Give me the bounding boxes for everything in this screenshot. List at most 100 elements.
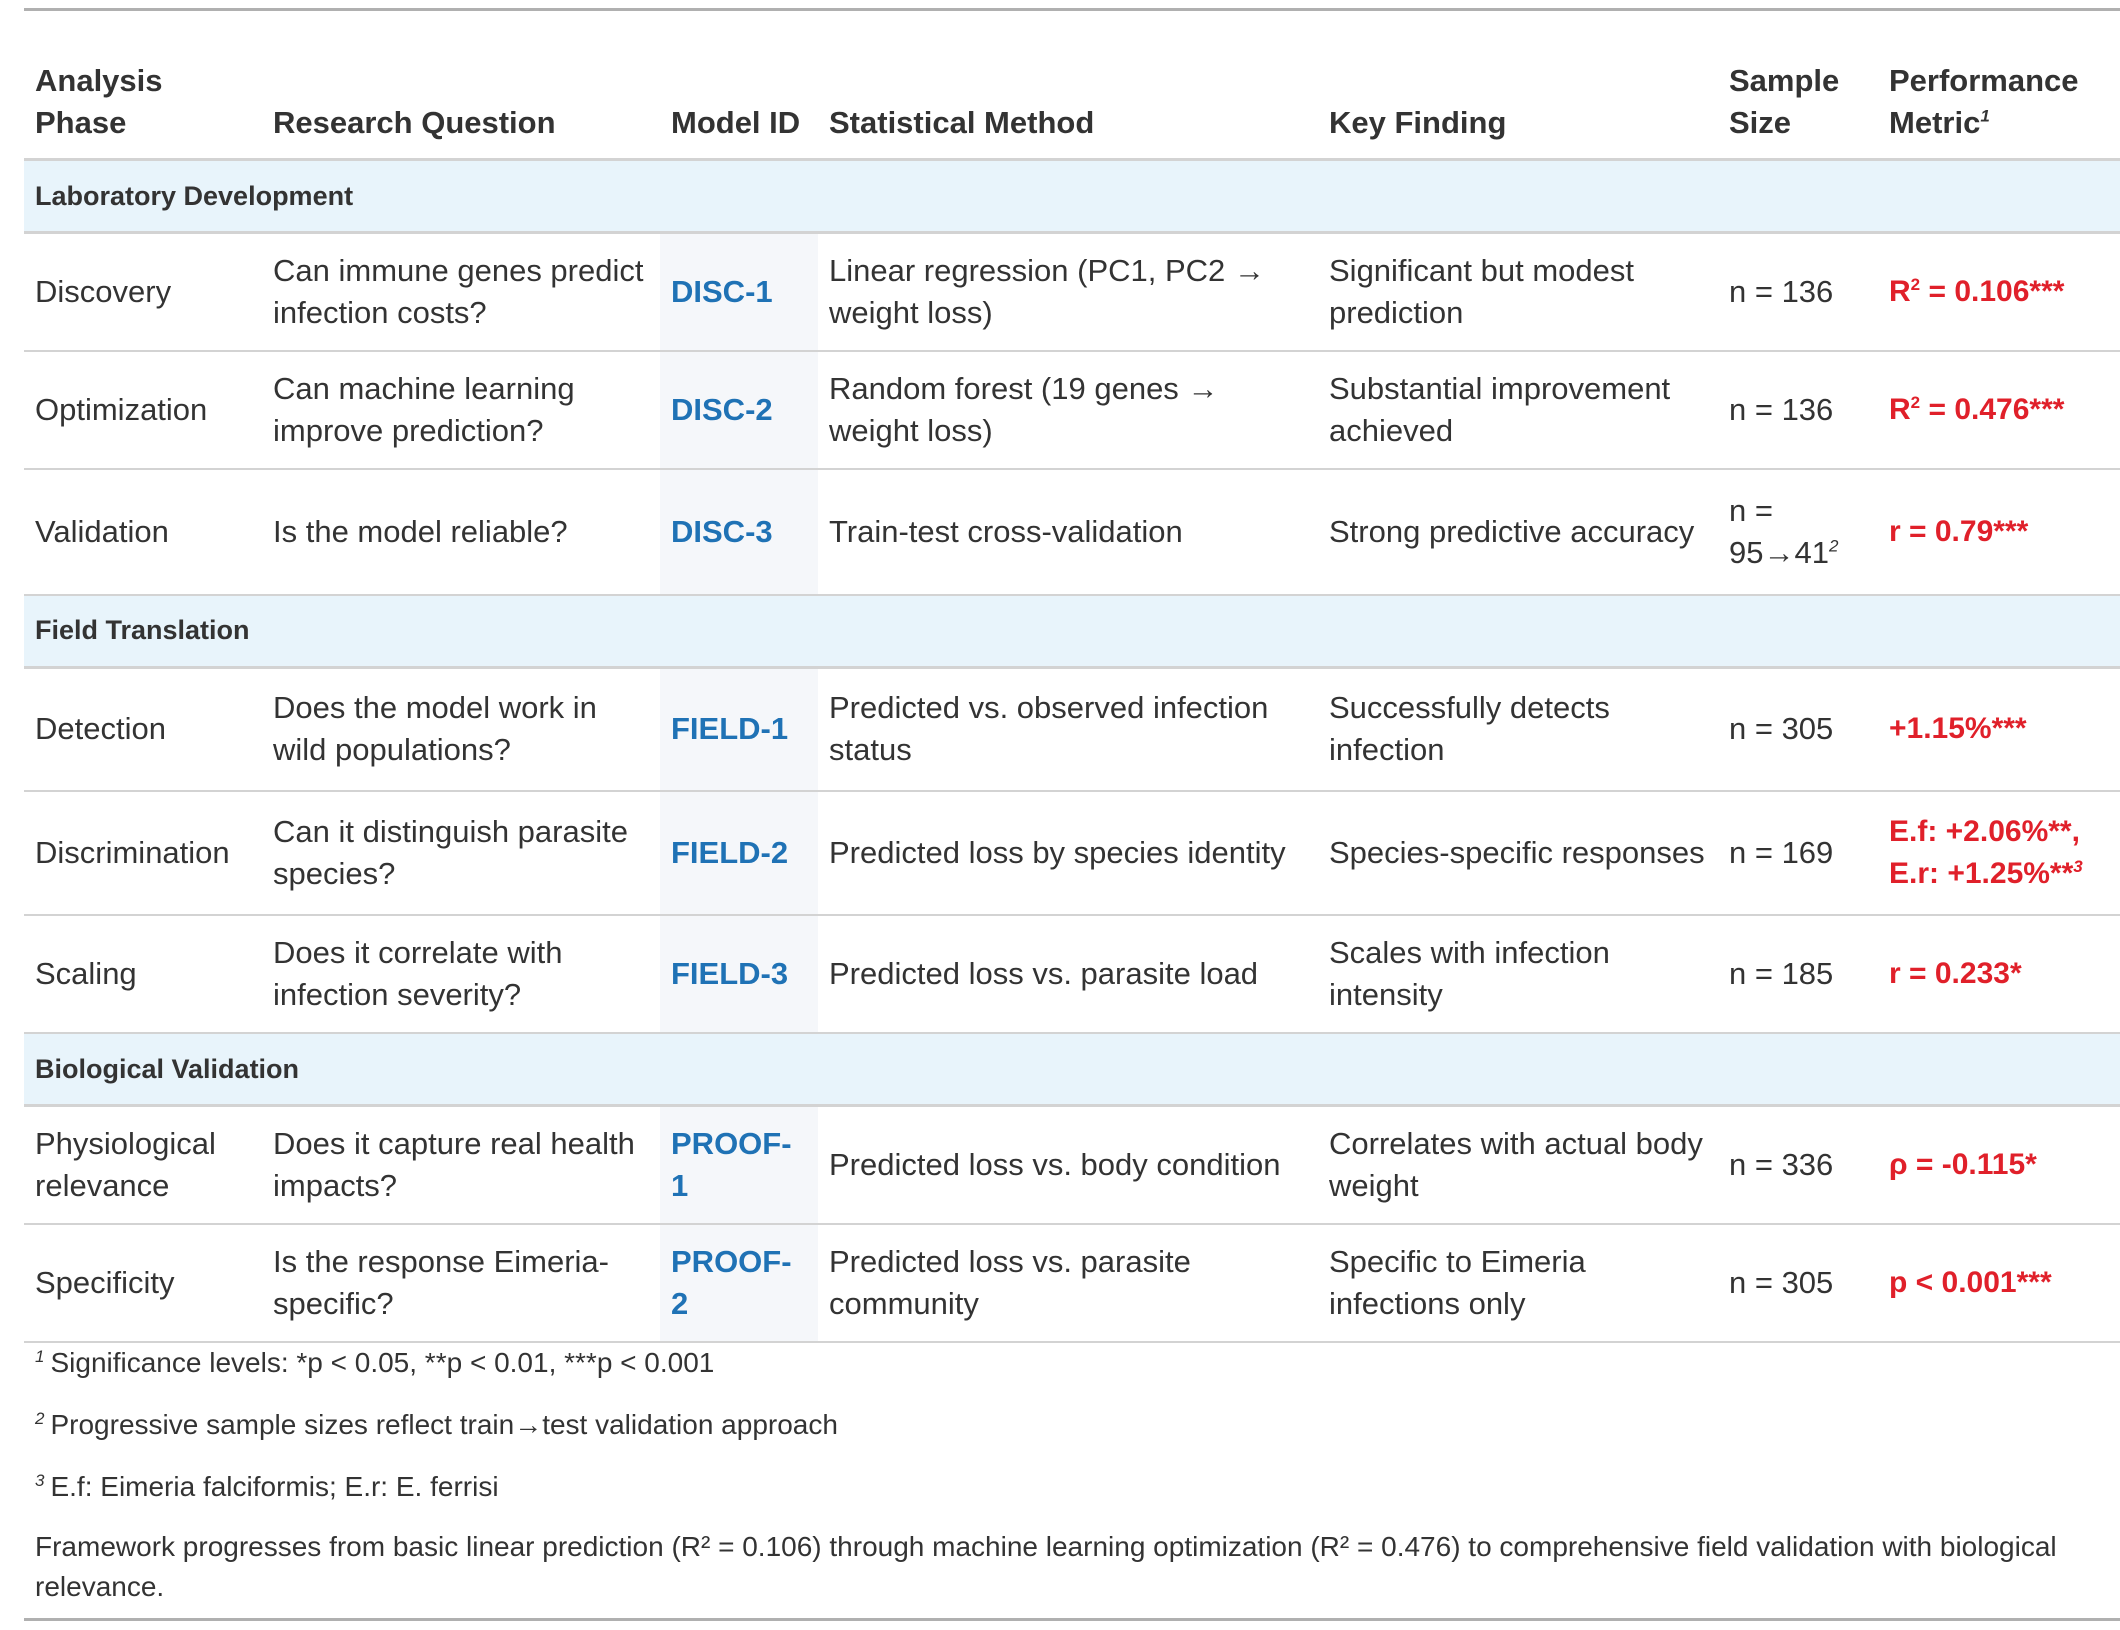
cell-analysis-phase: Validation bbox=[24, 468, 262, 596]
header-sample-size: Sample Size bbox=[1718, 24, 1878, 161]
top-rule bbox=[24, 8, 2120, 11]
cell-performance-metric: r = 0.233* bbox=[1878, 915, 2120, 1034]
cell-model-id: FIELD-1 bbox=[660, 667, 818, 792]
cell-statistical-method: Predicted vs. observed infection status bbox=[818, 667, 1318, 792]
table-row: Optimization Can machine learning improve… bbox=[24, 350, 2120, 470]
cell-research-question: Can immune genes predict infection costs… bbox=[262, 232, 660, 352]
cell-key-finding: Specific to Eimeria infections only bbox=[1318, 1223, 1718, 1343]
cell-statistical-method: Predicted loss vs. parasite community bbox=[818, 1223, 1318, 1343]
metric-footnote-mark: 3 bbox=[2073, 857, 2083, 876]
metric-value: R bbox=[1889, 392, 1911, 426]
header-analysis-phase: Analysis Phase bbox=[24, 24, 262, 161]
cell-statistical-method: Predicted loss vs. body condition bbox=[818, 1105, 1318, 1225]
cell-model-id: PROOF-1 bbox=[660, 1105, 818, 1225]
table-row: Specificity Is the response Eimeria-speci… bbox=[24, 1223, 2120, 1343]
cell-key-finding: Species-specific responses bbox=[1318, 791, 1718, 916]
header-metric-footnote-mark: 1 bbox=[1980, 106, 1990, 126]
cell-key-finding: Strong predictive accuracy bbox=[1318, 468, 1718, 596]
group-label: Laboratory Development bbox=[24, 159, 2120, 234]
cell-analysis-phase: Physiological relevance bbox=[24, 1105, 262, 1225]
cell-research-question: Does the model work in wild populations? bbox=[262, 667, 660, 792]
metric-value: r = 0.79*** bbox=[1889, 514, 2029, 548]
table-note: Framework progresses from basic linear p… bbox=[35, 1531, 2057, 1602]
table-row: Validation Is the model reliable? DISC-3 Tr… bbox=[24, 468, 2120, 596]
cell-analysis-phase: Specificity bbox=[24, 1223, 262, 1343]
cell-key-finding: Scales with infection intensity bbox=[1318, 915, 1718, 1034]
cell-key-finding: Substantial improvement achieved bbox=[1318, 350, 1718, 470]
header-row: Analysis Phase Research Question Model I… bbox=[24, 24, 2120, 161]
header-key-finding: Key Finding bbox=[1318, 24, 1718, 161]
footnote-3: 3 E.f: Eimeria falciformis; E.r: E. ferri… bbox=[35, 1467, 2105, 1529]
cell-model-id: DISC-3 bbox=[660, 468, 818, 596]
cell-sample-size: n = 136 bbox=[1718, 232, 1878, 352]
header-research-question: Research Question bbox=[262, 24, 660, 161]
header-statistical-method: Statistical Method bbox=[818, 24, 1318, 161]
cell-performance-metric: R2 = 0.476*** bbox=[1878, 350, 2120, 470]
cell-performance-metric: +1.15%*** bbox=[1878, 667, 2120, 792]
cell-model-id: FIELD-3 bbox=[660, 915, 818, 1034]
cell-model-id: PROOF-2 bbox=[660, 1223, 818, 1343]
sample-size-value: n = 169 bbox=[1729, 835, 1834, 870]
cell-sample-size: n = 95→412 bbox=[1718, 468, 1878, 596]
cell-analysis-phase: Discrimination bbox=[24, 791, 262, 916]
cell-statistical-method: Random forest (19 genes → weight loss) bbox=[818, 350, 1318, 470]
cell-statistical-method: Predicted loss vs. parasite load bbox=[818, 915, 1318, 1034]
sample-size-value: n = 95→41 bbox=[1729, 492, 1829, 570]
footnote-1: 1 Significance levels: *p < 0.05, **p < 0… bbox=[35, 1343, 2105, 1405]
group-label: Biological Validation bbox=[24, 1033, 2120, 1107]
sample-footnote-mark: 2 bbox=[1828, 536, 1839, 556]
footnote-text: Progressive sample sizes reflect train→t… bbox=[50, 1409, 838, 1440]
sample-size-value: n = 336 bbox=[1729, 1146, 1834, 1182]
cell-model-id: FIELD-2 bbox=[660, 791, 818, 916]
cell-performance-metric: E.f: +2.06%**, E.r: +1.25%**3 bbox=[1878, 791, 2120, 916]
cell-statistical-method: Train-test cross-validation bbox=[818, 468, 1318, 596]
cell-analysis-phase: Scaling bbox=[24, 915, 262, 1034]
cell-performance-metric: r = 0.79*** bbox=[1878, 468, 2120, 596]
metric-value-rest: = 0.106*** bbox=[1920, 274, 2065, 308]
cell-key-finding: Significant but modest prediction bbox=[1318, 232, 1718, 352]
table-row: Discrimination Can it distinguish parasit… bbox=[24, 791, 2120, 916]
group-row: Biological Validation bbox=[24, 1033, 2120, 1107]
cell-performance-metric: p < 0.001*** bbox=[1878, 1223, 2120, 1343]
cell-analysis-phase: Detection bbox=[24, 667, 262, 792]
metric-value: p < 0.001*** bbox=[1889, 1265, 2052, 1299]
group-row: Field Translation bbox=[24, 594, 2120, 669]
cell-sample-size: n = 305 bbox=[1718, 1223, 1878, 1343]
cell-model-id: DISC-2 bbox=[660, 350, 818, 470]
footnote-text: E.f: Eimeria falciformis; E.r: E. ferris… bbox=[50, 1471, 499, 1502]
cell-model-id: DISC-1 bbox=[660, 232, 818, 352]
table-row: Physiological relevance Does it capture r… bbox=[24, 1105, 2120, 1225]
footnote-2: 2 Progressive sample sizes reflect train→… bbox=[35, 1405, 2105, 1467]
metric-value-rest: = 0.476*** bbox=[1920, 392, 2065, 426]
cell-analysis-phase: Discovery bbox=[24, 232, 262, 352]
metric-exponent: 2 bbox=[1910, 274, 1921, 294]
cell-research-question: Can it distinguish parasite species? bbox=[262, 791, 660, 916]
footnotes: 1 Significance levels: *p < 0.05, **p < 0… bbox=[35, 1343, 2105, 1607]
cell-research-question: Does it capture real health impacts? bbox=[262, 1105, 660, 1225]
metric-exponent: 2 bbox=[1910, 392, 1921, 412]
footnote-mark: 3 bbox=[35, 1470, 45, 1490]
cell-research-question: Can machine learning improve prediction? bbox=[262, 350, 660, 470]
cell-performance-metric: R2 = 0.106*** bbox=[1878, 232, 2120, 352]
table-body: Laboratory Development Discovery Can immun… bbox=[24, 159, 2120, 1343]
cell-sample-size: n = 305 bbox=[1718, 667, 1878, 792]
metric-value: r = 0.233* bbox=[1889, 957, 2022, 990]
cell-sample-size: n = 185 bbox=[1718, 915, 1878, 1034]
results-table: Analysis Phase Research Question Model I… bbox=[24, 24, 2120, 1343]
cell-research-question: Is the model reliable? bbox=[262, 468, 660, 596]
metric-value: ρ = -0.115* bbox=[1889, 1147, 2037, 1181]
cell-analysis-phase: Optimization bbox=[24, 350, 262, 470]
sample-size-value: n = 185 bbox=[1729, 956, 1834, 991]
footnote-text: Significance levels: *p < 0.05, **p < 0.… bbox=[50, 1347, 715, 1378]
cell-key-finding: Successfully detects infection bbox=[1318, 667, 1718, 792]
header-performance-metric-label: Performance Metric bbox=[1889, 63, 2079, 140]
table-row: Scaling Does it correlate with infection … bbox=[24, 915, 2120, 1034]
bottom-rule bbox=[24, 1618, 2120, 1621]
cell-research-question: Does it correlate with infection severit… bbox=[262, 915, 660, 1034]
footnote-mark: 1 bbox=[35, 1346, 45, 1366]
table-row: Discovery Can immune genes predict infect… bbox=[24, 232, 2120, 352]
cell-research-question: Is the response Eimeria-specific? bbox=[262, 1223, 660, 1343]
metric-value: +1.15%*** bbox=[1889, 712, 2027, 746]
cell-key-finding: Correlates with actual body weight bbox=[1318, 1105, 1718, 1225]
header-model-id: Model ID bbox=[660, 24, 818, 161]
